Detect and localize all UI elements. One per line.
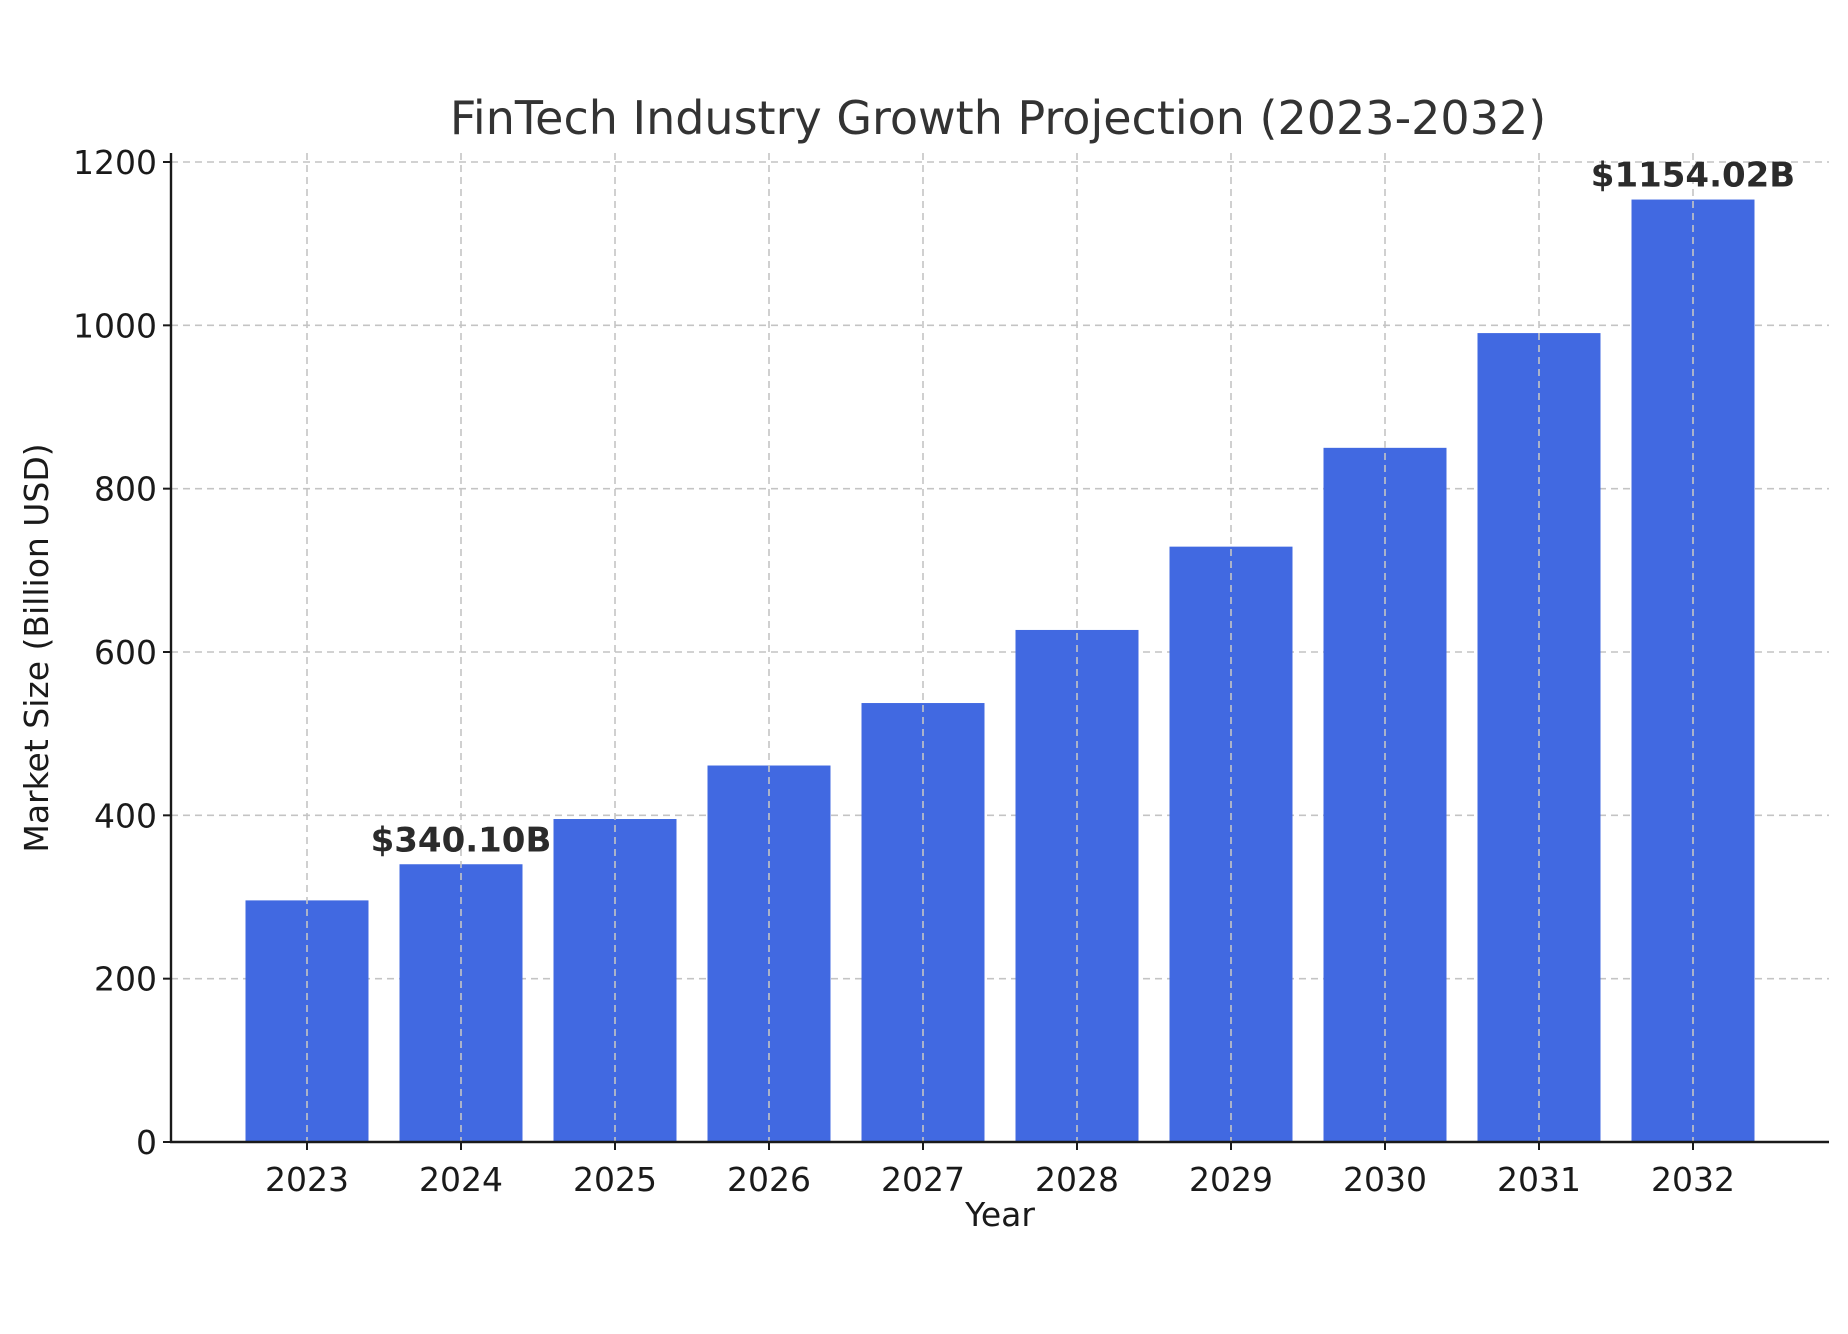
bar-2024 xyxy=(399,864,523,1142)
y-tick-label: 800 xyxy=(94,470,157,509)
y-tick-label: 400 xyxy=(94,796,157,835)
x-tick-label: 2025 xyxy=(573,1160,657,1199)
data-label-2024: $340.10B xyxy=(371,820,552,860)
x-tick-label: 2030 xyxy=(1343,1160,1427,1199)
x-tick-label: 2031 xyxy=(1497,1160,1581,1199)
x-tick-label: 2023 xyxy=(265,1160,349,1199)
ticks: 0 200 400 600 800 1000 1200 2023 2024 2025 2026 202… xyxy=(73,143,1735,1199)
y-tick-label: 600 xyxy=(94,633,157,672)
bar-2026 xyxy=(707,765,831,1142)
y-tick-label: 0 xyxy=(136,1123,157,1162)
y-tick-label: 1000 xyxy=(73,306,157,345)
x-tick-label: 2029 xyxy=(1189,1160,1273,1199)
x-tick-label: 2024 xyxy=(419,1160,503,1199)
x-tick-label: 2028 xyxy=(1035,1160,1119,1199)
x-tick-label: 2032 xyxy=(1651,1160,1735,1199)
data-label-2032: $1154.02B xyxy=(1591,156,1795,196)
x-tick-label: 2026 xyxy=(727,1160,811,1199)
bar-2025 xyxy=(553,819,677,1142)
y-tick-label: 1200 xyxy=(73,143,157,182)
y-tick-label: 200 xyxy=(94,960,157,999)
data-labels: $340.10B $1154.02B xyxy=(371,156,1796,861)
bars xyxy=(245,153,1755,1142)
x-axis-title: Year xyxy=(964,1195,1035,1234)
x-tick-label: 2027 xyxy=(881,1160,965,1199)
y-axis-title: Market Size (Billion USD) xyxy=(17,443,56,852)
chart-title: FinTech Industry Growth Projection (2023… xyxy=(450,91,1546,145)
